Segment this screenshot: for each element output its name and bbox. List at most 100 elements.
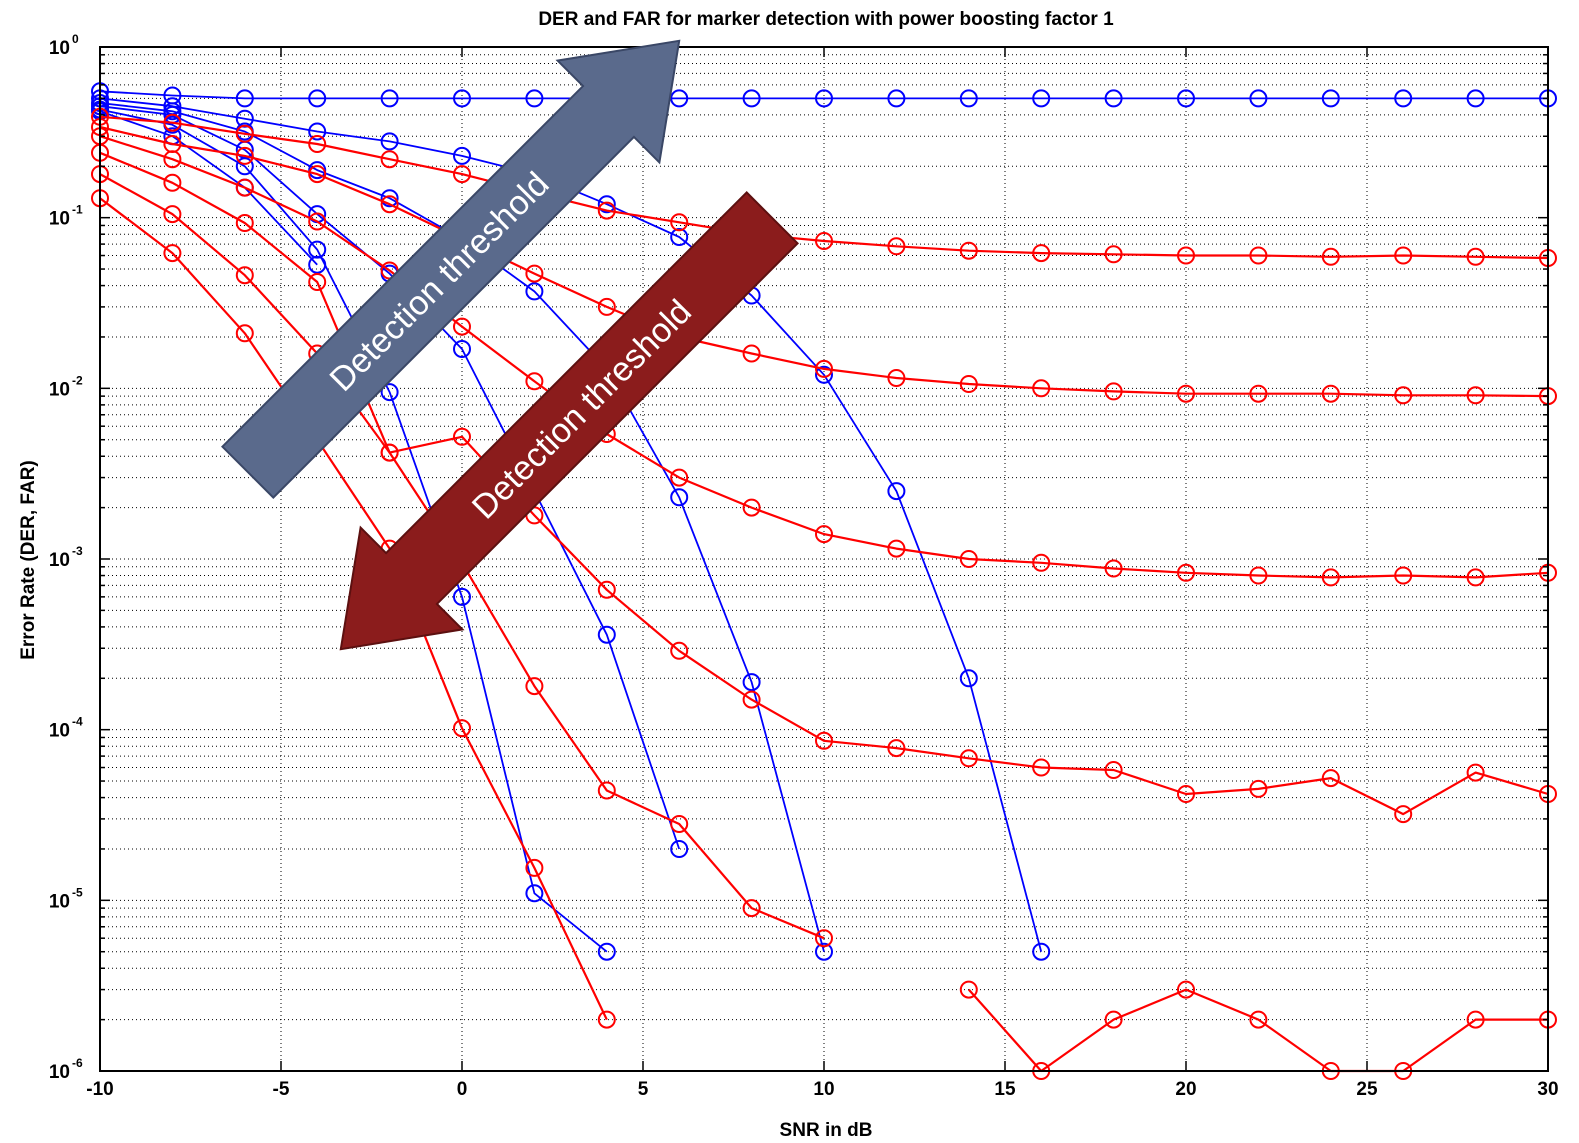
data-point [887,739,906,758]
data-point [235,266,254,285]
data-point [815,232,833,250]
data-point [1249,1010,1268,1029]
series-line [967,988,1548,1073]
y-tick-label: 10 [49,721,70,742]
grid-layer [100,47,1548,1071]
data-point [1249,384,1268,403]
far-series [959,980,1557,1080]
x-tick-label: 10 [813,1079,834,1100]
series-line [99,115,1549,260]
data-point [1394,566,1413,585]
data-point [308,135,327,153]
data-point [453,146,471,165]
data-point [742,344,761,363]
data-point [597,297,616,316]
data-point [815,731,833,750]
y-tick-exponent: -6 [72,1056,83,1070]
data-point [1466,568,1485,587]
data-point [597,942,616,961]
data-point [525,89,544,108]
y-tick-label: 10 [49,1062,70,1083]
x-axis-label: SNR in dB [780,1120,873,1141]
data-point [1177,980,1195,999]
data-point [453,317,471,336]
data-point [235,214,254,232]
data-point [1466,247,1485,266]
data-point [525,858,544,877]
y-tick-label: 10 [49,379,70,400]
data-point [308,122,327,141]
y-tick-label: 10 [49,891,70,912]
y-tick-exponent: -3 [72,544,83,558]
data-point [959,749,978,768]
x-tick-label: 0 [457,1079,468,1100]
series-line [99,125,1549,398]
data-point [670,840,689,858]
data-point [525,264,544,283]
y-tick-label: 10 [49,38,70,59]
chart-title: DER and FAR for marker detection with po… [538,9,1114,30]
data-point [887,89,906,108]
data-point [1394,89,1413,108]
data-point [1104,89,1123,108]
x-tick-label: 25 [1356,1079,1378,1100]
data-point [1249,246,1268,265]
y-tick-exponent: -4 [72,715,83,729]
data-point [742,498,761,517]
series-line [99,135,1549,579]
data-point [597,195,616,214]
data-point [1321,568,1340,587]
data-point [1466,763,1485,782]
data-point [1104,245,1123,264]
data-point [815,89,833,108]
x-tick-label: 20 [1175,1079,1196,1100]
data-point [525,677,544,696]
data-point [742,89,761,108]
data-point [959,550,978,568]
data-point [670,488,689,507]
y-tick-exponent: -1 [72,203,83,217]
data-point [1104,382,1123,401]
data-point [453,340,471,358]
data-point [1177,246,1195,265]
data-point [1177,89,1195,108]
data-point [887,237,906,256]
data-point [525,282,544,301]
data-point [959,980,978,999]
data-point [959,89,978,108]
data-point [235,89,254,108]
data-point [1032,379,1051,398]
data-point [1177,563,1195,582]
data-point [1104,559,1123,578]
series-line [99,197,608,1021]
data-point [1032,942,1051,961]
data-point [453,719,471,738]
data-point [887,369,906,387]
data-point [163,173,182,192]
y-tick-exponent: 0 [72,32,79,46]
der-series [91,82,1557,108]
x-tick-label: 30 [1537,1079,1558,1100]
data-point [670,89,689,108]
data-point [163,113,182,132]
arrow-down-shape [339,190,800,651]
data-point [308,255,327,274]
data-point [815,929,833,948]
data-point [887,482,906,501]
data-point [959,375,978,393]
data-point [815,525,833,544]
data-point [815,942,833,961]
data-point [887,539,906,558]
data-point [1466,1010,1485,1029]
data-point [308,165,327,184]
data-point [959,241,978,260]
data-point [163,205,182,224]
data-point [1249,779,1268,798]
data-point [380,150,399,169]
data-point [1104,761,1123,779]
data-point [959,669,978,688]
data-point [597,781,616,800]
data-point [670,815,689,833]
data-point [1249,566,1268,585]
